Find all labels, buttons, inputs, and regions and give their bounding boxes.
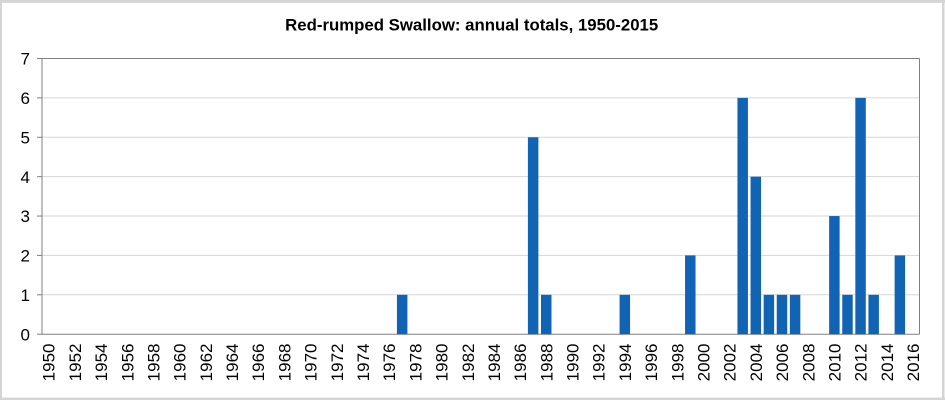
svg-text:1952: 1952 [66, 344, 85, 382]
svg-text:1970: 1970 [302, 344, 321, 382]
svg-text:5: 5 [21, 128, 30, 147]
svg-text:1962: 1962 [197, 344, 216, 382]
svg-text:1972: 1972 [328, 344, 347, 382]
svg-text:1974: 1974 [354, 344, 373, 382]
svg-text:1994: 1994 [616, 344, 635, 382]
svg-text:1968: 1968 [275, 344, 294, 382]
svg-text:1996: 1996 [642, 344, 661, 382]
svg-text:1964: 1964 [223, 344, 242, 382]
svg-text:1988: 1988 [537, 344, 556, 382]
svg-text:1986: 1986 [511, 344, 530, 382]
svg-text:6: 6 [21, 89, 30, 108]
svg-text:1: 1 [21, 286, 30, 305]
svg-text:2: 2 [21, 247, 30, 266]
svg-text:2016: 2016 [904, 344, 923, 382]
svg-text:1950: 1950 [40, 344, 59, 382]
svg-text:1966: 1966 [249, 344, 268, 382]
svg-text:Red-rumped Swallow: annual tot: Red-rumped Swallow: annual totals, 1950-… [285, 16, 658, 35]
svg-text:3: 3 [21, 207, 30, 226]
svg-text:1982: 1982 [459, 344, 478, 382]
svg-text:1990: 1990 [564, 344, 583, 382]
svg-text:1954: 1954 [92, 344, 111, 382]
svg-text:0: 0 [21, 325, 30, 344]
svg-text:1984: 1984 [485, 344, 504, 382]
svg-text:1980: 1980 [433, 344, 452, 382]
svg-text:7: 7 [21, 50, 30, 69]
svg-text:2004: 2004 [747, 344, 766, 382]
svg-text:1978: 1978 [406, 344, 425, 382]
svg-text:2006: 2006 [773, 344, 792, 382]
svg-text:2012: 2012 [852, 344, 871, 382]
svg-text:1956: 1956 [118, 344, 137, 382]
svg-text:1992: 1992 [590, 344, 609, 382]
svg-text:4: 4 [21, 168, 30, 187]
svg-text:2000: 2000 [695, 344, 714, 382]
svg-text:1976: 1976 [380, 344, 399, 382]
svg-text:2014: 2014 [878, 344, 897, 382]
svg-text:1960: 1960 [171, 344, 190, 382]
svg-text:1998: 1998 [668, 344, 687, 382]
svg-text:2002: 2002 [721, 344, 740, 382]
svg-text:1958: 1958 [144, 344, 163, 382]
svg-text:2010: 2010 [825, 344, 844, 382]
svg-text:2008: 2008 [799, 344, 818, 382]
